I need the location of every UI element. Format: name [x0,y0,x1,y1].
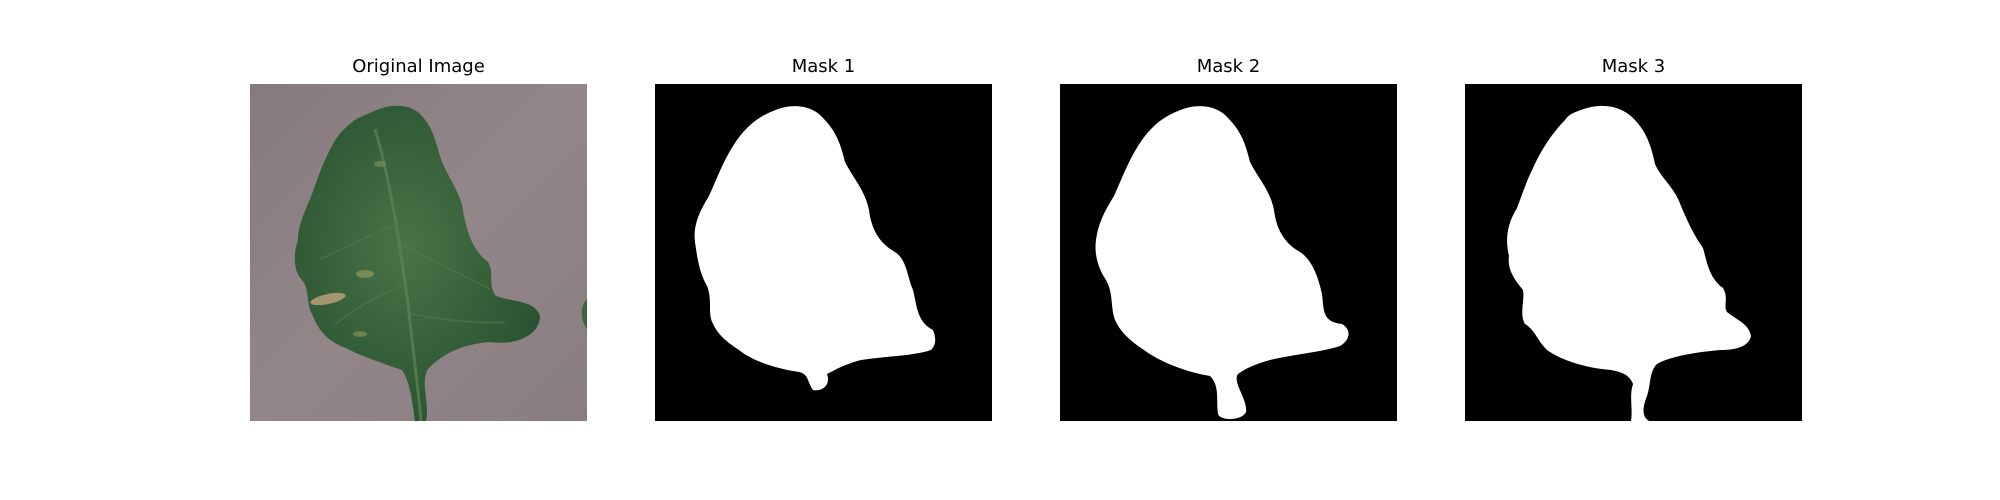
mask-1-shape [694,106,936,391]
leaf-shape [294,105,540,421]
original-leaf-image [250,84,587,421]
mask-2-panel: Mask 2 [1060,54,1397,421]
leaf-spot [310,292,346,306]
original-image-title: Original Image [352,56,485,77]
mask-2-title: Mask 2 [1196,56,1261,77]
mask-3-panel: Mask 3 [1465,54,1802,421]
mask-1-panel: Mask 1 [655,54,992,421]
leaf-spot [356,270,374,278]
mask-1-image [655,84,992,421]
leaf-midrib [373,128,423,421]
mask-3-shape [1507,105,1751,421]
leaf-spot [374,161,386,167]
leaf-spot [353,331,367,337]
mask-3-title: Mask 3 [1601,56,1666,77]
mask-1-title: Mask 1 [791,56,856,77]
mask-2-image [1060,84,1397,421]
mask-3-image [1465,84,1802,421]
original-image-panel: Original Image [250,54,587,421]
mask-2-shape [1095,106,1349,420]
neighbor-leaf-edge [581,299,587,329]
